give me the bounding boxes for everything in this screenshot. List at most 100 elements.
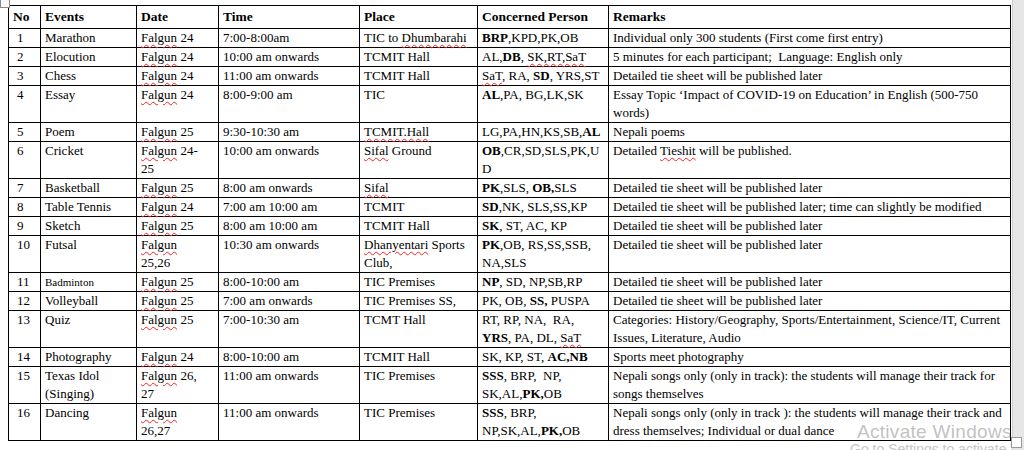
cell-persons[interactable]: NP, SD, NP,SB,RP	[478, 273, 609, 292]
column-header-events[interactable]: Events	[41, 6, 137, 29]
cell-remarks[interactable]: Essay Topic ‘Impact of COVID-19 on Educa…	[609, 86, 1011, 123]
column-header-time[interactable]: Time	[219, 6, 360, 29]
cell-time[interactable]: 9:30-10:30 am	[219, 123, 360, 142]
cell-remarks[interactable]: Detailed tie sheet will be published lat…	[609, 179, 1011, 198]
cell-remarks[interactable]: Detailed tie sheet will be published lat…	[609, 292, 1011, 311]
column-header-place[interactable]: Place	[360, 6, 478, 29]
cell-persons[interactable]: SK, ST, AC, KP	[478, 217, 609, 236]
cell-remarks[interactable]: Nepali songs only (only in track ): the …	[609, 404, 1011, 441]
cell-remarks[interactable]: Detailed tie sheet will be published lat…	[609, 273, 1011, 292]
cell-date[interactable]: Falgun 26, 27	[137, 367, 219, 404]
cell-time[interactable]: 8:00-9:00 am	[219, 86, 360, 123]
cell-persons[interactable]: RT, RP, NA, RA, YRS, PA, DL, SaT	[478, 311, 609, 348]
cell-no[interactable]: 9	[9, 217, 41, 236]
cell-place[interactable]: TCMIT Hall	[360, 217, 478, 236]
cell-date[interactable]: Falgun 24	[137, 198, 219, 217]
cell-event[interactable]: Basketball	[41, 179, 137, 198]
cell-date[interactable]: Falgun 25	[137, 217, 219, 236]
cell-time[interactable]: 8:00-10:00 am	[219, 273, 360, 292]
cell-remarks[interactable]: Individual only 300 students (First come…	[609, 29, 1011, 48]
cell-place[interactable]: TCMIT Hall	[360, 348, 478, 367]
cell-no[interactable]: 6	[9, 142, 41, 179]
cell-event[interactable]: Marathon	[41, 29, 137, 48]
cell-place[interactable]: TCMIT Hall	[360, 48, 478, 67]
column-header-remarks[interactable]: Remarks	[609, 6, 1011, 29]
cell-time[interactable]: 10:30 am onwards	[219, 236, 360, 273]
cell-place[interactable]: TIC Premises	[360, 273, 478, 292]
cell-no[interactable]: 12	[9, 292, 41, 311]
cell-date[interactable]: Falgun 24	[137, 29, 219, 48]
cell-event[interactable]: Chess	[41, 67, 137, 86]
cell-time[interactable]: 10:00 am onwards	[219, 48, 360, 67]
cell-no[interactable]: 1	[9, 29, 41, 48]
table-move-handle-icon[interactable]	[0, 0, 10, 8]
cell-no[interactable]: 14	[9, 348, 41, 367]
column-header-concerned-person[interactable]: Concerned Person	[478, 6, 609, 29]
cell-date[interactable]: Falgun 25	[137, 123, 219, 142]
cell-remarks[interactable]: Detailed tie sheet will be published lat…	[609, 67, 1011, 86]
cell-no[interactable]: 13	[9, 311, 41, 348]
cell-time[interactable]: 7:00-8:00am	[219, 29, 360, 48]
cell-no[interactable]: 4	[9, 86, 41, 123]
cell-time[interactable]: 8:00-10:00 am	[219, 348, 360, 367]
cell-persons[interactable]: BRP,KPD,PK,OB	[478, 29, 609, 48]
cell-date[interactable]: Falgun 24	[137, 48, 219, 67]
cell-no[interactable]: 16	[9, 404, 41, 441]
cell-persons[interactable]: AL,DB, SK,RT,SaT	[478, 48, 609, 67]
cell-place[interactable]: Sifal Ground	[360, 142, 478, 179]
cell-time[interactable]: 11:00 am onwards	[219, 404, 360, 441]
cell-time[interactable]: 7:00-10:30 am	[219, 311, 360, 348]
cell-persons[interactable]: PK, OB, SS, PUSPA	[478, 292, 609, 311]
cell-persons[interactable]: PK,SLS, OB,SLS	[478, 179, 609, 198]
cell-place[interactable]: Sifal	[360, 179, 478, 198]
cell-event[interactable]: Quiz	[41, 311, 137, 348]
cell-place[interactable]: TIC	[360, 86, 478, 123]
cell-place[interactable]: TIC Premises	[360, 404, 478, 441]
cell-time[interactable]: 11:00 am onwards	[219, 67, 360, 86]
cell-event[interactable]: Dancing	[41, 404, 137, 441]
cell-event[interactable]: Volleyball	[41, 292, 137, 311]
cell-date[interactable]: Falgun 24	[137, 348, 219, 367]
cell-date[interactable]: Falgun 26,27	[137, 404, 219, 441]
cell-persons[interactable]: OB,CR,SD,SLS,PK,UD	[478, 142, 609, 179]
cell-no[interactable]: 8	[9, 198, 41, 217]
cell-remarks[interactable]: Sports meet photography	[609, 348, 1011, 367]
cell-remarks[interactable]: Detailed Tieshit will be published.	[609, 142, 1011, 179]
cell-date[interactable]: Falgun 24	[137, 67, 219, 86]
cell-event[interactable]: Futsal	[41, 236, 137, 273]
cell-date[interactable]: Falgun 25	[137, 179, 219, 198]
cell-persons[interactable]: SSS, BRP, NP,SK,AL,PK,OB	[478, 404, 609, 441]
cell-remarks[interactable]: Nepali songs only (only in track): the s…	[609, 367, 1011, 404]
cell-date[interactable]: Falgun 25,26	[137, 236, 219, 273]
cell-no[interactable]: 15	[9, 367, 41, 404]
cell-place[interactable]: TCMIT	[360, 198, 478, 217]
cell-remarks[interactable]: Detailed tie sheet will be published lat…	[609, 217, 1011, 236]
cell-persons[interactable]: SSS, BRP, NP, SK,AL,PK,OB	[478, 367, 609, 404]
cell-time[interactable]: 10:00 am onwards	[219, 142, 360, 179]
cell-time[interactable]: 7:00 am onwards	[219, 292, 360, 311]
cell-persons[interactable]: PK,OB, RS,SS,SSB, NA,SLS	[478, 236, 609, 273]
cell-persons[interactable]: AL,PA, BG,LK,SK	[478, 86, 609, 123]
cell-event[interactable]: Badminton	[41, 273, 137, 292]
cell-remarks[interactable]: 5 minutes for each participant; Language…	[609, 48, 1011, 67]
cell-event[interactable]: Sketch	[41, 217, 137, 236]
cell-place[interactable]: TIC Premises	[360, 367, 478, 404]
cell-place[interactable]: TIC Premises SS,	[360, 292, 478, 311]
cell-no[interactable]: 5	[9, 123, 41, 142]
cell-event[interactable]: Texas Idol (Singing)	[41, 367, 137, 404]
cell-remarks[interactable]: Detailed tie sheet will be published lat…	[609, 198, 1011, 217]
cell-event[interactable]: Elocution	[41, 48, 137, 67]
cell-remarks[interactable]: Nepali poems	[609, 123, 1011, 142]
cell-remarks[interactable]: Detailed tie sheet will be published lat…	[609, 236, 1011, 273]
cell-event[interactable]: Essay	[41, 86, 137, 123]
cell-time[interactable]: 8:00 am 10:00 am	[219, 217, 360, 236]
cell-place[interactable]: TCMIT.Hall	[360, 123, 478, 142]
cell-persons[interactable]: SK, KP, ST, AC,NB	[478, 348, 609, 367]
cell-date[interactable]: Falgun 25	[137, 273, 219, 292]
cell-persons[interactable]: SaT, RA, SD, YRS,ST	[478, 67, 609, 86]
cell-persons[interactable]: LG,PA,HN,KS,SB,AL	[478, 123, 609, 142]
cell-remarks[interactable]: Categories: History/Geography, Sports/En…	[609, 311, 1011, 348]
cell-no[interactable]: 2	[9, 48, 41, 67]
cell-place[interactable]: Dhanyentari Sports Club,	[360, 236, 478, 273]
cell-time[interactable]: 11:00 am onwards	[219, 367, 360, 404]
